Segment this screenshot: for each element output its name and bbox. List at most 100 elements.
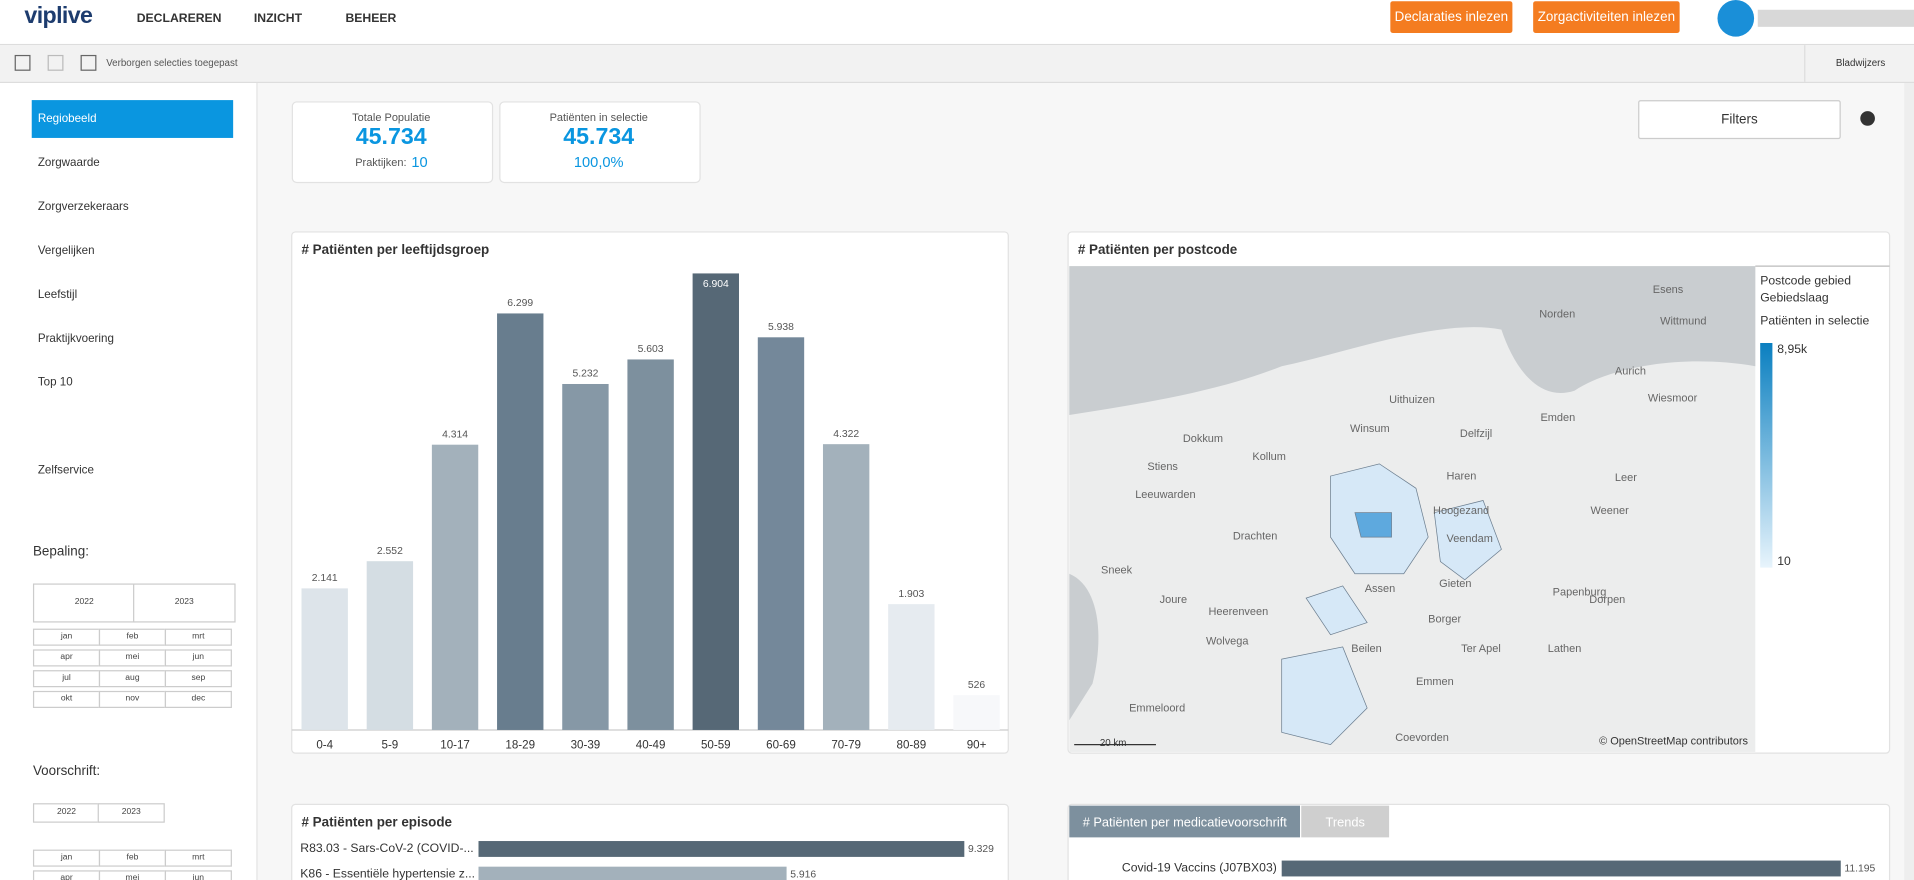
place-label: Coevorden bbox=[1395, 732, 1449, 744]
map-region bbox=[1305, 585, 1368, 636]
info-icon[interactable] bbox=[1860, 111, 1875, 126]
data-label: 5.232 bbox=[572, 369, 598, 380]
place-label: Aurich bbox=[1615, 366, 1646, 378]
place-label: Leer bbox=[1615, 472, 1637, 484]
place-label: Dorpen bbox=[1589, 594, 1625, 606]
filters-button[interactable]: Filters bbox=[1638, 100, 1841, 140]
avatar[interactable] bbox=[1717, 0, 1755, 37]
data-label: 1.903 bbox=[898, 589, 924, 600]
kpi-sub-label: Praktijken: bbox=[355, 156, 407, 169]
place-label: Emmen bbox=[1416, 676, 1454, 688]
map-water bbox=[1069, 573, 1099, 721]
menu-item[interactable]: Zelfservice bbox=[37, 463, 94, 478]
y-tick-label: K86 - Essentiële hypertensie z... bbox=[300, 867, 475, 880]
attribution: © OpenStreetMap contributors bbox=[1599, 736, 1748, 748]
month-cell[interactable]: nov bbox=[98, 690, 167, 708]
month-cell[interactable]: jan bbox=[32, 849, 101, 867]
bar bbox=[366, 561, 414, 730]
bar bbox=[478, 866, 787, 880]
place-label: Dokkum bbox=[1183, 433, 1223, 445]
month-cell[interactable]: jul bbox=[32, 670, 101, 688]
place-label: Ter Apel bbox=[1461, 643, 1501, 655]
data-label: 5.603 bbox=[638, 344, 664, 355]
place-label: Haren bbox=[1446, 471, 1476, 483]
logo[interactable]: viplive bbox=[24, 3, 93, 30]
nav-item[interactable]: BEHEER bbox=[345, 12, 397, 26]
bar bbox=[888, 604, 935, 730]
menu-item[interactable]: Vergelijken bbox=[37, 244, 95, 258]
year-cell[interactable]: 2023 bbox=[97, 803, 165, 823]
place-label: Joure bbox=[1160, 594, 1187, 606]
menu-item[interactable]: Zorgverzekeraars bbox=[37, 200, 129, 214]
nav-item[interactable]: DECLAREREN bbox=[136, 12, 222, 26]
menu-item[interactable]: Praktijkvoering bbox=[37, 332, 114, 346]
place-label: Beilen bbox=[1351, 643, 1382, 655]
bar bbox=[478, 841, 965, 857]
menu-item[interactable]: Leefstijl bbox=[37, 288, 78, 302]
kpi-card bbox=[291, 101, 494, 184]
data-label: 11.195 bbox=[1844, 864, 1875, 875]
bar bbox=[1281, 860, 1841, 877]
legend-text: Postcode gebied bbox=[1760, 273, 1851, 287]
data-label: 2.141 bbox=[312, 573, 338, 584]
legend-text: Patiënten in selectie bbox=[1760, 314, 1869, 328]
map-water bbox=[1069, 266, 1756, 416]
month-cell[interactable]: feb bbox=[98, 849, 167, 867]
year-cell[interactable]: 2022 bbox=[32, 583, 136, 623]
place-label: Sneek bbox=[1101, 565, 1133, 577]
month-cell[interactable]: mrt bbox=[164, 628, 232, 646]
map-region bbox=[1354, 512, 1392, 538]
data-label: 9.329 bbox=[968, 844, 994, 855]
bookmarks[interactable]: Bladwijzers bbox=[1804, 45, 1885, 82]
month-cell[interactable]: mrt bbox=[164, 849, 232, 867]
place-label: Stiens bbox=[1147, 461, 1178, 473]
menu-item[interactable]: Regiobeeld bbox=[37, 112, 97, 126]
place-label: Heerenveen bbox=[1208, 606, 1268, 618]
tab-active bbox=[1069, 805, 1301, 838]
button[interactable]: Declaraties inlezen bbox=[1390, 1, 1513, 33]
kpi-label: Patiënten in selectie bbox=[549, 111, 648, 124]
x-tick-label: 90+ bbox=[967, 739, 987, 751]
chart-title: # Patiënten per leeftijdsgroep bbox=[302, 242, 490, 257]
place-label: Weener bbox=[1591, 505, 1630, 517]
month-cell[interactable]: jun bbox=[164, 649, 232, 667]
y-tick-label: R83.03 - Sars-CoV-2 (COVID-... bbox=[300, 841, 473, 855]
bar bbox=[953, 695, 1000, 730]
month-cell[interactable]: okt bbox=[32, 690, 101, 708]
kpi-label: Totale Populatie bbox=[352, 111, 431, 124]
year-cell[interactable]: 2022 bbox=[32, 803, 101, 823]
menu-item[interactable]: Top 10 bbox=[37, 375, 73, 390]
scrollbar bbox=[1904, 83, 1914, 880]
data-label: 5.938 bbox=[768, 322, 794, 333]
month-cell[interactable]: sep bbox=[164, 670, 232, 688]
place-label: Borger bbox=[1428, 614, 1461, 626]
place-label: Wiesmoor bbox=[1648, 393, 1698, 405]
menu-item[interactable]: Zorgwaarde bbox=[37, 156, 100, 170]
button[interactable]: Zorgactiviteiten inlezen bbox=[1533, 1, 1680, 33]
bar bbox=[562, 383, 609, 730]
icon-button[interactable] bbox=[80, 54, 97, 71]
user-name-blurred bbox=[1757, 9, 1914, 27]
tab bbox=[1301, 805, 1390, 838]
tab-title: # Patiënten per medicatievoorschrift bbox=[1083, 814, 1288, 829]
bar bbox=[757, 337, 805, 730]
place-label: Lathen bbox=[1548, 643, 1582, 655]
section-title: Voorschrift: bbox=[32, 764, 101, 779]
icon-button[interactable] bbox=[47, 54, 64, 71]
month-cell[interactable]: jun bbox=[164, 870, 232, 880]
x-tick-label: 30-39 bbox=[571, 739, 601, 751]
month-cell[interactable]: dec bbox=[164, 690, 232, 708]
sidebar bbox=[0, 83, 258, 880]
data-label: 2.552 bbox=[377, 546, 403, 557]
icon-button[interactable] bbox=[14, 54, 31, 71]
month-cell[interactable]: aug bbox=[98, 670, 167, 688]
scale-label: 20 km bbox=[1100, 738, 1127, 749]
nav-item[interactable]: INZICHT bbox=[253, 12, 303, 26]
x-tick-label: 70-79 bbox=[831, 739, 861, 751]
legend-min: 10 bbox=[1777, 554, 1791, 568]
bar bbox=[692, 273, 739, 730]
x-tick-label: 18-29 bbox=[505, 739, 535, 751]
place-label: Wolvega bbox=[1206, 636, 1249, 648]
year-cell[interactable]: 2023 bbox=[133, 583, 236, 623]
